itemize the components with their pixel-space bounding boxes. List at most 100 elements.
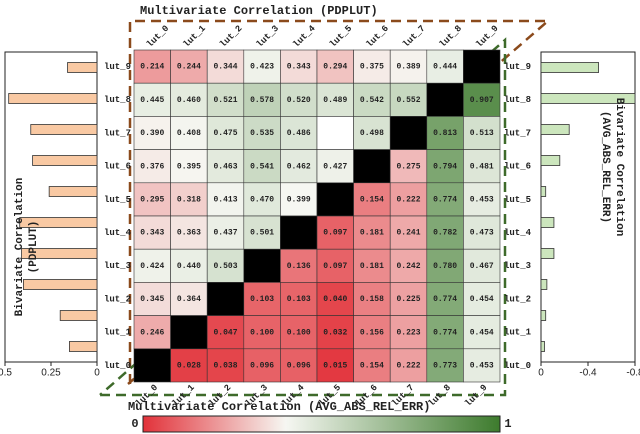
bar (540, 186, 547, 197)
row-label: lut_2 (104, 294, 131, 304)
cell-label: 0.462 (287, 162, 311, 171)
cell-label: 0.181 (360, 229, 384, 238)
bar (69, 341, 98, 352)
diagonal-cell (426, 82, 464, 117)
cell-label: 0.460 (177, 96, 201, 105)
cell (353, 282, 391, 316)
bar (30, 124, 98, 135)
cell (206, 215, 245, 250)
cell (389, 215, 428, 250)
cell (280, 82, 318, 117)
bar (540, 62, 599, 73)
cell-label: 0.521 (213, 96, 237, 105)
cell (243, 82, 281, 117)
cell (206, 49, 245, 84)
col-label: lut_4 (291, 23, 318, 50)
cell (206, 348, 245, 383)
cell-label: 0.214 (140, 63, 164, 72)
cell-label: 0.047 (213, 328, 237, 337)
row-label: lut_8 (104, 95, 131, 105)
cell (170, 248, 208, 283)
cell (353, 215, 391, 250)
y-axis-label: Bivariate Correlation (14, 178, 26, 317)
cell (463, 248, 501, 283)
cell-label: 0.343 (287, 63, 311, 72)
cell (206, 82, 245, 117)
row-label: lut_6 (104, 162, 131, 172)
cell-label: 0.032 (323, 328, 347, 337)
bar (540, 217, 555, 228)
cell (133, 248, 171, 283)
cell (426, 315, 464, 350)
cell (280, 116, 318, 150)
diagonal-cell (463, 49, 501, 84)
col-label: lut_8 (438, 24, 464, 50)
cell (426, 182, 464, 217)
cell (353, 182, 391, 217)
cell (206, 182, 245, 217)
bar (22, 279, 98, 290)
diagonal-cell (170, 315, 208, 350)
cell-label: 0.222 (396, 196, 420, 205)
cell-label: 0.100 (287, 328, 311, 337)
row-label: lut_3 (504, 261, 531, 271)
y-axis-label: Bivariate Correlation (613, 98, 625, 237)
cell (463, 182, 501, 217)
cell-label: 0.389 (396, 63, 420, 72)
cell-label: 0.275 (396, 162, 420, 171)
cell-label: 0.541 (250, 162, 274, 171)
bar (48, 186, 98, 197)
row-label: lut_7 (104, 128, 131, 138)
bar (32, 155, 98, 166)
cell-label: 0.242 (396, 262, 420, 271)
cell-label: 0.097 (323, 262, 347, 271)
row-label: lut_5 (504, 195, 531, 205)
colorbar-tick-label: 0 (131, 417, 138, 431)
cell-label: 0.375 (360, 63, 384, 72)
cell-label: 0.364 (177, 295, 201, 304)
cell-label: 0.295 (140, 196, 164, 205)
cell-label: 0.294 (323, 63, 347, 72)
cell (353, 348, 391, 383)
cell-label: 0.813 (433, 129, 457, 138)
cell-label: 0.244 (177, 63, 201, 72)
cell-label: 0.498 (360, 129, 384, 138)
cell-label: 0.481 (470, 162, 494, 171)
cell-label: 0.103 (250, 295, 274, 304)
bar (540, 93, 636, 104)
cell (133, 49, 171, 84)
cell (133, 116, 171, 150)
cell-label: 0.782 (433, 229, 457, 238)
cell-label: 0.100 (250, 328, 274, 337)
row-label: lut_4 (104, 228, 132, 238)
cell (170, 116, 208, 150)
cell (316, 215, 354, 250)
diagonal-cell (280, 215, 318, 250)
cell (243, 182, 281, 217)
bar (540, 248, 555, 259)
cell (463, 149, 501, 184)
cell-label: 0.520 (287, 96, 311, 105)
cell (133, 215, 171, 250)
x-tick-label: 0.5 (0, 368, 12, 379)
cell-label: 0.535 (250, 129, 274, 138)
cell-label: 0.363 (177, 229, 201, 238)
cell-label: 0.241 (396, 229, 420, 238)
bar (540, 310, 547, 321)
cell-label: 0.440 (177, 262, 201, 271)
cell (426, 215, 464, 250)
cell-label: 0.774 (433, 196, 457, 205)
row-label: lut_6 (504, 162, 531, 172)
x-tick-label: 0 (94, 368, 100, 379)
cell (133, 82, 171, 117)
cell (316, 282, 354, 316)
x-tick-label: -0.4 (579, 368, 597, 379)
cell (206, 149, 245, 184)
bar (67, 62, 98, 73)
cell-label: 0.156 (360, 328, 384, 337)
cell-label: 0.542 (360, 96, 384, 105)
cell-label: 0.408 (177, 129, 201, 138)
diagonal-cell (389, 116, 428, 150)
cell-label: 0.223 (396, 328, 420, 337)
